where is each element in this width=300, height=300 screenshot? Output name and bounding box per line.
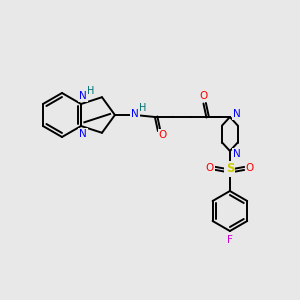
Text: O: O [246, 163, 254, 173]
Text: H: H [87, 86, 95, 96]
Text: F: F [227, 235, 233, 245]
Text: N: N [131, 109, 139, 119]
Text: O: O [159, 130, 167, 140]
Text: N: N [233, 149, 241, 159]
Text: N: N [79, 91, 87, 101]
Text: O: O [206, 163, 214, 173]
Text: H: H [139, 103, 147, 113]
Text: N: N [79, 129, 87, 139]
Text: S: S [226, 163, 234, 176]
Text: O: O [200, 91, 208, 101]
Text: N: N [233, 109, 241, 119]
